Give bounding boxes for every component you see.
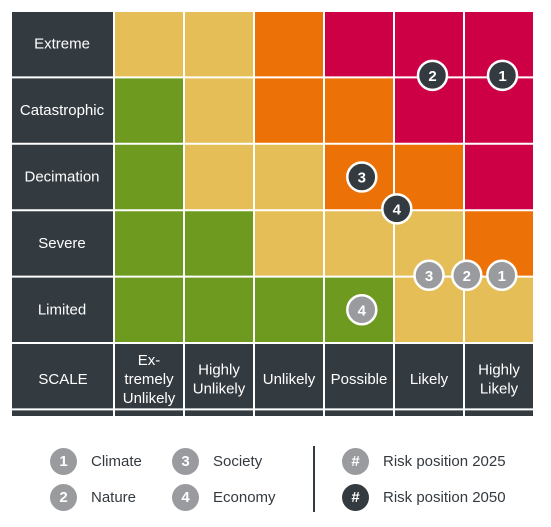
risk-marker-4-2025 (346, 294, 378, 326)
legend-label-society: Society (213, 452, 263, 470)
row-label-cell (12, 210, 114, 277)
risk-marker-label: 1 (498, 68, 506, 85)
risk-cell-green (114, 143, 184, 211)
row-label-cell (12, 77, 114, 144)
economy-number-badge: 4 (172, 483, 199, 511)
legend-item-risk-2050: # Risk position 2050 (342, 482, 506, 512)
risk-cell-red (464, 143, 534, 211)
risk-marker-3-2050 (346, 161, 378, 193)
risk-marker-label: 3 (358, 170, 366, 187)
row-label-cell (12, 143, 114, 211)
column-label: Highly (198, 362, 240, 379)
risk-cell-yellow (324, 210, 394, 277)
risk-marker-1-2050 (486, 59, 519, 92)
column-label: Ex- (138, 352, 161, 369)
risk-marker-2-2025 (451, 259, 483, 292)
society-number-badge: 3 (172, 447, 199, 475)
column-label: Likely (410, 371, 449, 388)
risk-cell-green (184, 210, 254, 277)
risk-matrix: Extreme Catastrophic Decimation Severe Limit… (12, 10, 535, 416)
column-label: Unlikely (123, 390, 176, 407)
risk-marker-label: 4 (393, 201, 402, 218)
risk-2050-label: Risk position 2050 (383, 488, 506, 506)
scale-label-cell (12, 343, 114, 416)
legend-label-climate: Climate (91, 452, 142, 470)
column-label-cell (254, 343, 324, 416)
legend-divider (313, 446, 315, 512)
risk-marker-1-2025 (486, 259, 518, 292)
legend-item-risk-2025: # Risk position 2025 (342, 446, 506, 476)
risk-marker-label: 2 (463, 268, 471, 285)
legend-item-nature: 2 Nature (50, 482, 136, 512)
risk-marker-4-2050 (381, 193, 413, 225)
risk-cell-green (114, 77, 184, 144)
column-label-cell (324, 343, 394, 416)
risk-cell-yellow (114, 11, 184, 78)
column-label-cell (114, 343, 184, 416)
row-label-cell (12, 276, 114, 343)
risk-cell-green (114, 210, 184, 277)
row-label-extreme: Extreme (34, 36, 90, 53)
climate-number-badge: 1 (50, 447, 77, 475)
risk-cell-green (114, 276, 184, 343)
risk-cell-green (184, 276, 254, 343)
risk-2025-label: Risk position 2025 (383, 452, 506, 470)
risk-marker-2-2050 (416, 59, 449, 92)
column-label: Possible (331, 371, 388, 388)
risk-marker-label: 2 (428, 68, 436, 85)
risk-cell-yellow (184, 11, 254, 78)
risk-cell-orange (254, 77, 324, 144)
legend: 1 Climate 2 Nature 3 Society 4 Economy #… (0, 430, 551, 527)
column-label-cell (394, 343, 464, 416)
row-label-catastrophic: Catastrophic (20, 102, 105, 119)
column-label: Unlikely (193, 381, 246, 398)
row-label-cell (12, 11, 114, 78)
row-label-severe: Severe (38, 235, 86, 252)
risk-cell-orange (324, 77, 394, 144)
column-label: Unlikely (263, 371, 316, 388)
scale-label: SCALE (38, 371, 87, 388)
column-label: Highly (478, 362, 520, 379)
legend-item-climate: 1 Climate (50, 446, 142, 476)
risk-marker-label: 4 (358, 302, 367, 319)
risk-cell-yellow (254, 210, 324, 277)
risk-2050-symbol: # (342, 483, 369, 511)
legend-label-nature: Nature (91, 488, 137, 506)
risk-cell-yellow (184, 143, 254, 211)
column-label: Likely (480, 381, 519, 398)
legend-item-economy: 4 Economy (172, 482, 276, 512)
legend-item-society: 3 Society (172, 446, 262, 476)
risk-cell-red (324, 11, 394, 78)
risk-marker-label: 3 (425, 268, 433, 285)
risk-marker-label: 1 (498, 268, 506, 285)
risk-cell-yellow (254, 143, 324, 211)
column-label-cell (184, 343, 254, 416)
row-label-decimation: Decimation (24, 169, 99, 186)
row-label-limited: Limited (38, 301, 86, 318)
risk-marker-3-2025 (413, 259, 445, 292)
risk-cell-orange (254, 11, 324, 78)
legend-label-economy: Economy (213, 488, 276, 506)
risk-cell-yellow (184, 77, 254, 144)
column-label-cell (464, 343, 534, 416)
nature-number-badge: 2 (50, 483, 77, 511)
risk-cell-green (254, 276, 324, 343)
risk-2025-symbol: # (342, 447, 369, 475)
column-label: tremely (124, 371, 174, 388)
